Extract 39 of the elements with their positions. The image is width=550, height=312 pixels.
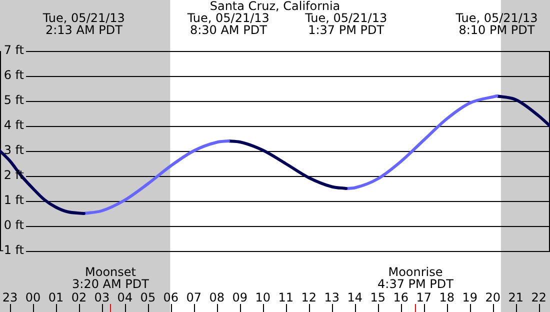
x-tick-label: 00 — [25, 290, 41, 304]
ref-line-label: Moonrise 4:37 PM PDT — [378, 265, 454, 292]
x-tick-label: 12 — [301, 290, 317, 304]
x-tick-label: 23 — [2, 290, 18, 304]
chart-title: Santa Cruz, California — [210, 0, 340, 14]
text: Tue, 05/21/13 8:10 PM PDT — [454, 11, 538, 38]
x-tick-label: 21 — [508, 290, 524, 304]
y-tick-label: 4 ft — [4, 118, 24, 132]
y-tick-label: 3 ft — [4, 143, 24, 158]
x-tick-label: 13 — [324, 290, 340, 304]
text: Tue, 05/21/13 2:13 AM PDT — [42, 11, 125, 38]
y-tick-label: 0 ft — [4, 218, 24, 232]
x-tick-label: 03 — [94, 290, 110, 304]
text: Tue, 05/21/13 8:30 AM PDT — [186, 11, 270, 38]
y-tick-label: 5 ft — [4, 93, 24, 108]
x-tick-label: 20 — [485, 290, 501, 304]
x-tick-label: 18 — [439, 290, 455, 304]
x-tick-label: 16 — [393, 290, 409, 304]
x-tick-label: 17 — [416, 290, 432, 304]
x-tick-label: 11 — [278, 290, 294, 304]
x-tick-label: 19 — [462, 290, 478, 304]
x-tick-label: 06 — [163, 290, 179, 304]
y-tick-label: -1 ft — [0, 243, 24, 258]
x-tick-label: 10 — [255, 290, 271, 304]
y-tick-label: 7 ft — [4, 43, 24, 58]
x-tick-label: 22 — [531, 290, 547, 304]
x-tick-label: 04 — [117, 290, 133, 304]
x-tick-label: 15 — [370, 290, 386, 304]
text: Tue, 05/21/13 1:37 PM PDT — [304, 11, 388, 38]
x-tick-label: 07 — [186, 290, 202, 304]
ref-line-label: Moonset 3:20 AM PDT — [72, 265, 150, 292]
x-tick-label: 09 — [232, 290, 248, 304]
x-tick-label: 02 — [71, 290, 87, 304]
y-tick-label: 1 ft — [4, 193, 24, 208]
y-tick-label: 6 ft — [4, 68, 24, 82]
x-tick-label: 14 — [347, 290, 363, 304]
x-tick-label: 05 — [140, 290, 156, 304]
x-tick-label: 08 — [209, 290, 225, 304]
x-tick-label: 01 — [48, 290, 64, 304]
